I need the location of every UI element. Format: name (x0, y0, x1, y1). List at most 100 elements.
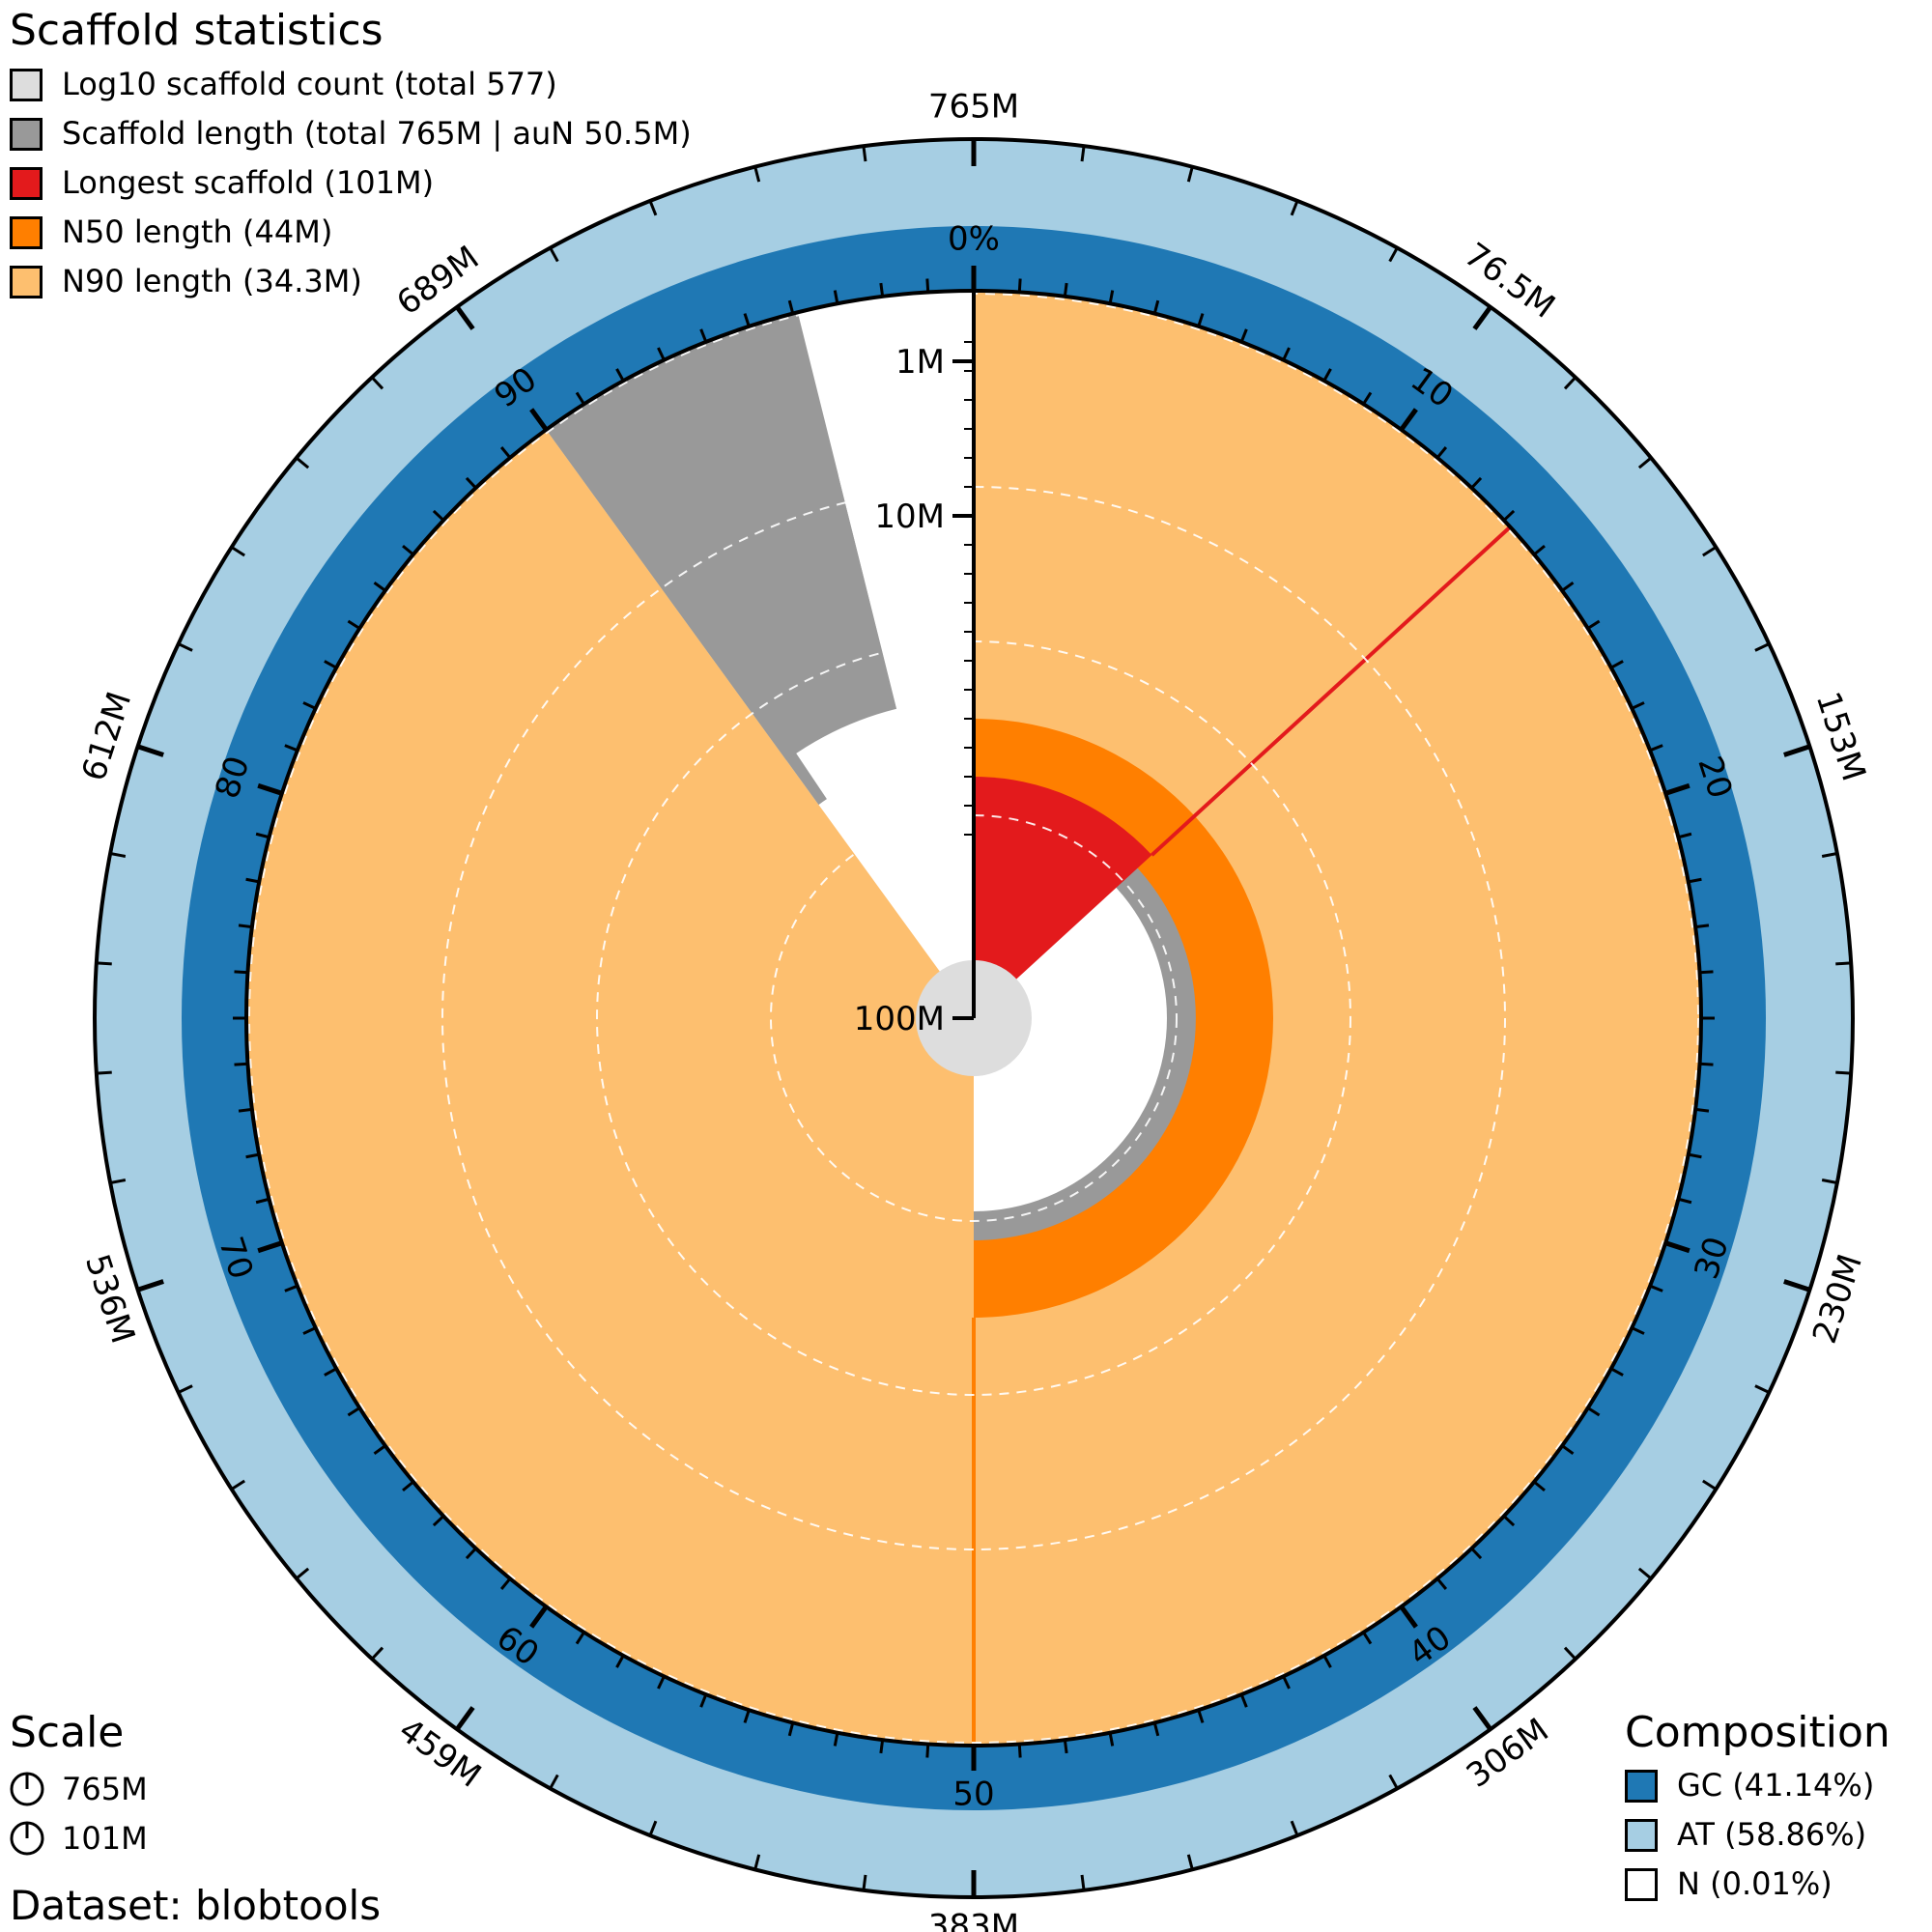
percent-tick (699, 328, 708, 343)
composition-item-1-label: AT (58.86%) (1677, 1816, 1867, 1853)
percent-tick (743, 313, 751, 327)
percent-tick (1586, 619, 1601, 630)
outer-tick (455, 1706, 475, 1731)
percent-tick (1688, 877, 1702, 884)
outer-tick (648, 200, 658, 216)
percent-tick (1533, 1480, 1546, 1492)
outer-tick (1563, 376, 1577, 390)
outer-tick (1835, 961, 1852, 966)
composition-title: Composition (1625, 1708, 1890, 1757)
percent-tick (1649, 744, 1663, 753)
legend-item-1-label: Scaffold length (total 765M | auN 50.5M) (62, 115, 692, 152)
percent-tick (1610, 1367, 1624, 1377)
outer-tick (109, 852, 127, 858)
outer-tick (753, 166, 761, 183)
legend-title: Scaffold statistics (10, 6, 384, 55)
percent-tick (1664, 1240, 1690, 1254)
percent-tick-label: 0% (948, 220, 1000, 259)
percent-tick (1108, 1732, 1115, 1747)
outer-tick (1186, 1854, 1194, 1870)
outer-tick (136, 744, 164, 757)
percent-tick (245, 1152, 260, 1159)
percent-tick (234, 970, 248, 975)
percent-tick (879, 1739, 885, 1754)
outer-tick (862, 145, 867, 162)
percent-tick (1694, 923, 1710, 929)
percent-tick (499, 1577, 512, 1590)
percent-tick (1470, 476, 1483, 490)
outer-tick (1702, 546, 1718, 557)
outer-tick-label: 383M (928, 1908, 1019, 1932)
percent-tick (925, 1744, 930, 1758)
composition-item-2-label: N (0.01%) (1677, 1865, 1833, 1902)
percent-tick (373, 1444, 386, 1456)
outer-tick (1702, 1479, 1718, 1491)
percent-tick (1470, 1547, 1483, 1560)
scale-icon (10, 1821, 44, 1856)
percent-tick (833, 290, 839, 304)
outer-tick (1472, 305, 1492, 330)
outer-tick (1637, 456, 1653, 469)
percent-tick (465, 1547, 477, 1560)
percent-tick (615, 1655, 625, 1668)
percent-tick (1649, 1284, 1663, 1293)
legend-item-3-label: N50 length (44M) (62, 213, 333, 250)
outer-tick (1563, 1646, 1577, 1661)
percent-tick (657, 1675, 666, 1690)
percent-tick (1610, 660, 1624, 669)
percent-tick (257, 1240, 283, 1254)
outer-tick (177, 642, 193, 652)
percent-tick (257, 782, 283, 796)
percent-tick (1152, 299, 1160, 315)
outer-tick (230, 546, 245, 557)
percent-tick (373, 581, 386, 592)
percent-tick (1399, 408, 1418, 432)
percent-tick (1561, 581, 1575, 592)
outer-tick-label: 765M (928, 88, 1019, 127)
percent-tick-label: 50 (952, 1776, 994, 1814)
outer-tick (295, 456, 310, 469)
percent-tick (1631, 1326, 1645, 1335)
legend-item-3-swatch (10, 216, 43, 249)
outer-tick (370, 376, 384, 390)
percent-tick (1561, 1444, 1575, 1456)
percent-tick (1435, 446, 1448, 459)
outer-tick (96, 961, 112, 966)
percent-tick (402, 544, 414, 556)
composition-item-0-swatch (1625, 1770, 1658, 1803)
radial-tick-label: 10M (874, 497, 945, 536)
outer-tick (648, 1820, 658, 1836)
outer-tick (1186, 166, 1194, 183)
percent-tick (465, 476, 477, 490)
scaffold-length-tail (546, 312, 897, 761)
percent-tick (1239, 1693, 1248, 1708)
outer-tick (1637, 1567, 1653, 1580)
percent-tick (1362, 1631, 1373, 1645)
legend-item-2-swatch (10, 167, 43, 200)
longest-scaffold-line (1151, 525, 1512, 857)
outer-tick (549, 246, 559, 263)
percent-tick (1063, 1739, 1068, 1754)
percent-tick (245, 877, 260, 884)
percent-tick (529, 408, 549, 432)
percent-tick (432, 509, 445, 522)
percent-tick (499, 446, 512, 459)
percent-tick (879, 282, 885, 298)
outer-tick (1080, 145, 1086, 162)
percent-tick (1502, 1515, 1516, 1527)
percent-tick (284, 1284, 298, 1293)
percent-tick (1586, 1406, 1601, 1417)
outer-tick (1388, 1774, 1399, 1790)
legend-item-4-label: N90 length (34.3M) (62, 263, 362, 299)
composition-item-2-swatch (1625, 1868, 1658, 1901)
percent-tick (302, 701, 317, 710)
percent-tick (1152, 1721, 1160, 1737)
outer-tick (1821, 1179, 1838, 1184)
percent-tick (575, 1631, 585, 1645)
percent-tick (575, 391, 585, 406)
outer-tick (177, 1384, 193, 1394)
percent-tick (1017, 1744, 1022, 1758)
percent-tick (255, 1197, 270, 1205)
composition-item-1-swatch (1625, 1819, 1658, 1852)
